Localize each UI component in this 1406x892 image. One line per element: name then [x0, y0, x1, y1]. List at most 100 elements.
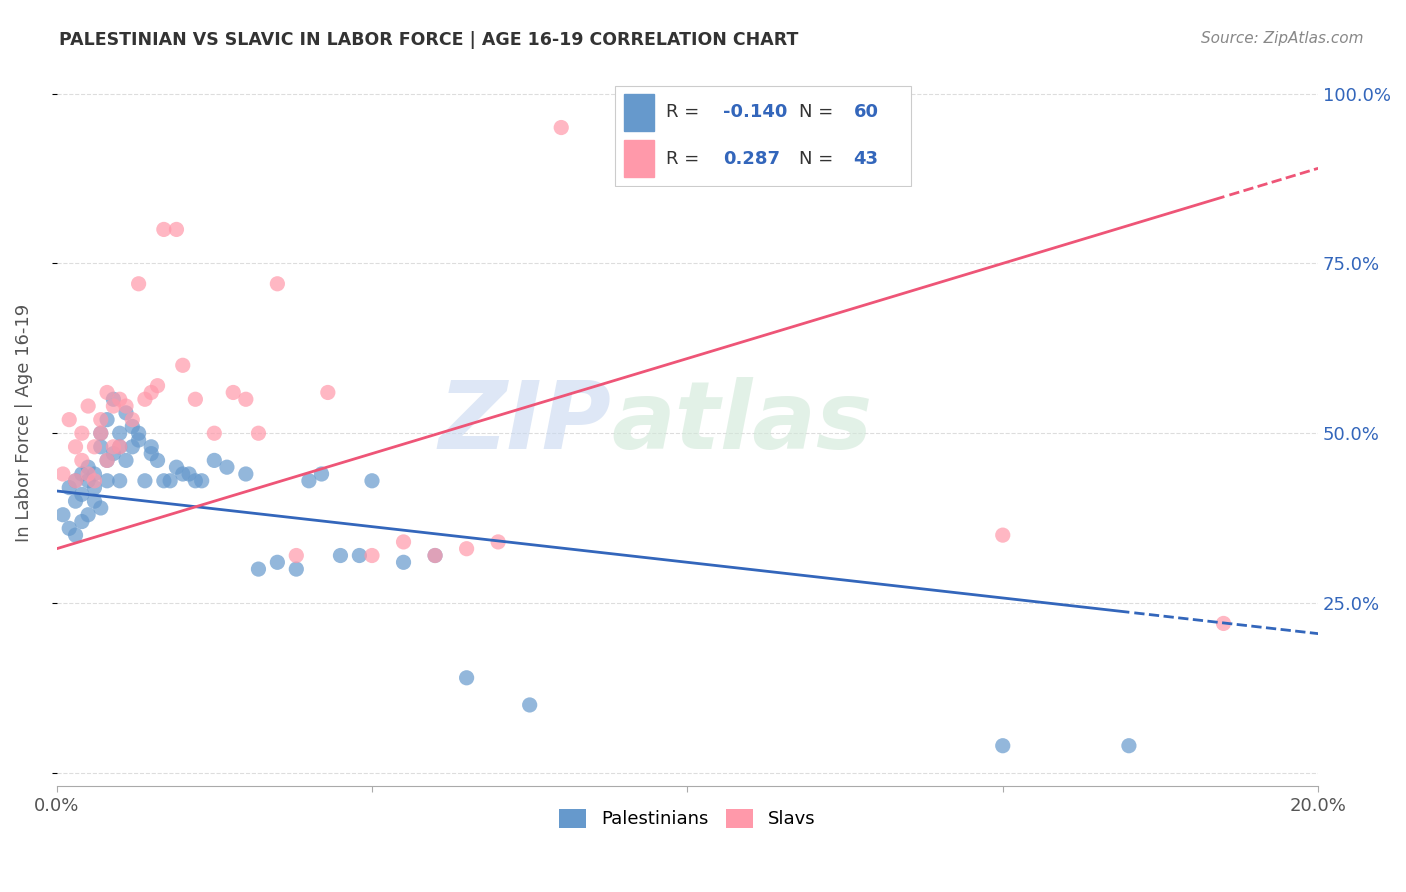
Point: [121, 412, 143, 426]
Point: [77, 399, 100, 413]
Text: -0.140: -0.140: [724, 103, 787, 121]
Point: [392, 535, 415, 549]
Point: [58, 481, 80, 495]
Point: [166, 222, 188, 236]
Text: N =: N =: [799, 103, 839, 121]
Point: [83, 474, 105, 488]
Point: [184, 392, 207, 407]
Point: [103, 440, 125, 454]
Point: [128, 426, 150, 441]
Point: [247, 426, 270, 441]
Point: [266, 555, 288, 569]
Point: [222, 385, 245, 400]
Point: [141, 447, 163, 461]
Text: 43: 43: [853, 150, 879, 168]
Point: [96, 385, 118, 400]
Point: [991, 739, 1014, 753]
Point: [70, 467, 93, 481]
Point: [90, 426, 112, 441]
Point: [90, 412, 112, 426]
Point: [65, 474, 87, 488]
Point: [77, 460, 100, 475]
Point: [134, 474, 156, 488]
Point: [202, 426, 225, 441]
Point: [235, 467, 257, 481]
Point: [108, 440, 131, 454]
Point: [65, 440, 87, 454]
Point: [108, 440, 131, 454]
Point: [153, 222, 176, 236]
Point: [177, 467, 200, 481]
Point: [70, 487, 93, 501]
Point: [70, 453, 93, 467]
Point: [361, 549, 384, 563]
Point: [134, 392, 156, 407]
Point: [103, 399, 125, 413]
Point: [115, 453, 138, 467]
Point: [128, 277, 150, 291]
Point: [190, 474, 212, 488]
Point: [58, 521, 80, 535]
Text: 60: 60: [853, 103, 879, 121]
Point: [103, 392, 125, 407]
Bar: [624, 94, 654, 131]
Point: [349, 549, 371, 563]
Point: [83, 440, 105, 454]
Point: [298, 474, 321, 488]
Point: [285, 549, 308, 563]
Point: [115, 406, 138, 420]
Point: [77, 467, 100, 481]
Point: [141, 385, 163, 400]
Point: [519, 698, 541, 712]
Point: [108, 474, 131, 488]
Point: [991, 528, 1014, 542]
Point: [247, 562, 270, 576]
Text: R =: R =: [666, 103, 704, 121]
Point: [141, 440, 163, 454]
Point: [266, 277, 288, 291]
Point: [65, 528, 87, 542]
Point: [166, 460, 188, 475]
Point: [121, 440, 143, 454]
Text: PALESTINIAN VS SLAVIC IN LABOR FORCE | AGE 16-19 CORRELATION CHART: PALESTINIAN VS SLAVIC IN LABOR FORCE | A…: [59, 31, 799, 49]
Point: [90, 500, 112, 515]
Point: [108, 392, 131, 407]
Point: [329, 549, 352, 563]
Point: [423, 549, 446, 563]
Point: [311, 467, 333, 481]
Point: [235, 392, 257, 407]
Text: R =: R =: [666, 150, 711, 168]
Text: 0.287: 0.287: [724, 150, 780, 168]
Point: [115, 399, 138, 413]
Point: [146, 453, 169, 467]
Point: [83, 494, 105, 508]
Point: [96, 453, 118, 467]
Point: [90, 440, 112, 454]
Text: Source: ZipAtlas.com: Source: ZipAtlas.com: [1201, 31, 1364, 46]
Point: [202, 453, 225, 467]
Y-axis label: In Labor Force | Age 16-19: In Labor Force | Age 16-19: [15, 304, 32, 542]
Point: [128, 433, 150, 447]
FancyBboxPatch shape: [614, 86, 911, 186]
Point: [215, 460, 238, 475]
Legend: Palestinians, Slavs: Palestinians, Slavs: [553, 802, 823, 836]
Point: [316, 385, 339, 400]
Point: [77, 508, 100, 522]
Point: [70, 426, 93, 441]
Point: [65, 494, 87, 508]
Point: [83, 481, 105, 495]
Point: [96, 453, 118, 467]
Point: [121, 419, 143, 434]
Point: [392, 555, 415, 569]
Point: [1118, 739, 1140, 753]
Point: [90, 426, 112, 441]
Point: [52, 467, 75, 481]
Point: [77, 474, 100, 488]
Point: [146, 378, 169, 392]
Point: [172, 359, 194, 373]
Point: [184, 474, 207, 488]
Point: [83, 467, 105, 481]
Text: atlas: atlas: [612, 377, 873, 469]
Point: [153, 474, 176, 488]
Text: N =: N =: [799, 150, 839, 168]
